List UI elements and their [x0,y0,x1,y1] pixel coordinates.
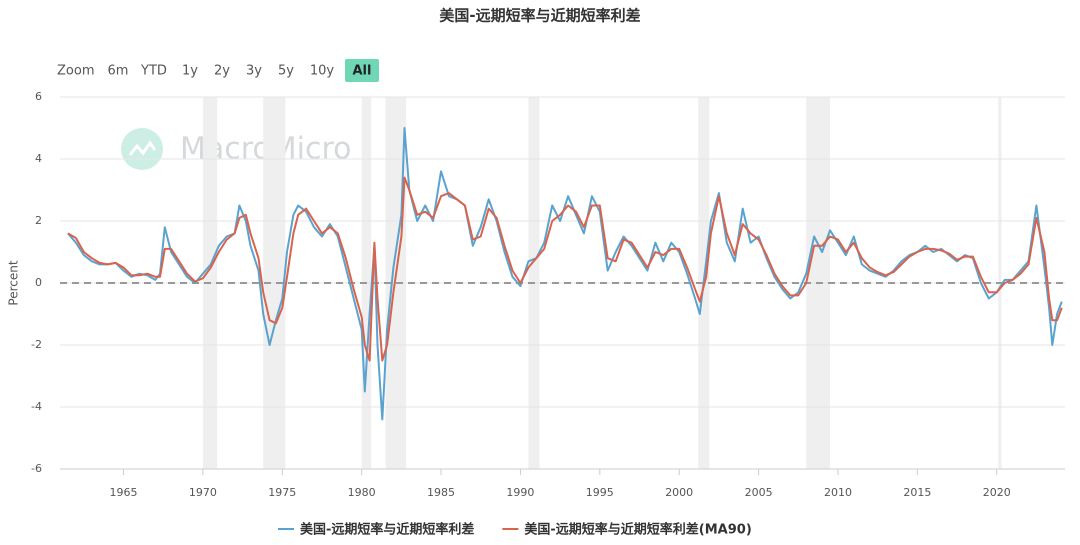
range-label: Zoom [57,64,94,79]
y-tick-label: 0 [35,276,42,289]
x-tick-label: 1985 [427,486,455,499]
y-tick-label: -4 [31,400,42,413]
range-button[interactable]: All [353,64,372,79]
range-button[interactable]: 1y [182,64,198,79]
range-button[interactable]: 2y [214,64,230,79]
x-tick-label: 1995 [586,486,614,499]
series-line [67,127,1063,421]
range-button[interactable]: 3y [246,64,262,79]
x-tick-label: 2020 [983,486,1011,499]
x-tick-label: 1990 [506,486,534,499]
range-button[interactable]: YTD [140,64,167,79]
range-button[interactable]: 6m [108,64,129,79]
legend-label[interactable]: 美国-远期短率与近期短率利差(MA90) [524,522,751,538]
x-tick-label: 1970 [189,486,217,499]
x-tick-label: 1975 [268,486,296,499]
y-tick-label: -6 [31,462,42,475]
range-button[interactable]: 10y [310,64,335,79]
x-tick-label: 2000 [665,486,693,499]
series-line [67,176,1063,362]
watermark-logo [121,128,163,170]
chart-title: 美国-远期短率与近期短率利差 [439,7,640,25]
watermark-icon [128,140,157,156]
x-tick-label: 1965 [110,486,138,499]
y-tick-label: -2 [31,338,42,351]
y-tick-label: 2 [35,214,42,227]
x-tick-label: 2005 [745,486,773,499]
x-tick-label: 2015 [903,486,931,499]
x-tick-label: 2010 [824,486,852,499]
range-button[interactable]: 5y [278,64,294,79]
range-button-bg[interactable] [345,59,379,82]
y-axis-label: Percent [7,260,21,305]
x-tick-label: 1980 [348,486,376,499]
legend-label[interactable]: 美国-远期短率与近期短率利差 [300,522,474,538]
y-tick-label: 6 [35,90,42,103]
y-tick-label: 4 [35,152,42,165]
